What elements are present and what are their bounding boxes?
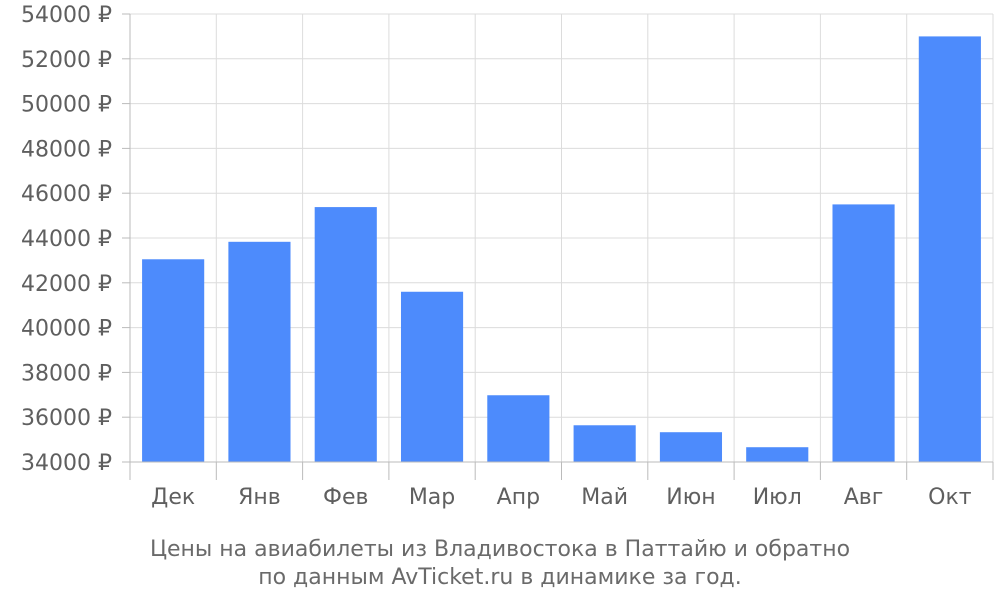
y-tick-labels: 34000 ₽ 36000 ₽ 38000 ₽ 40000 ₽ 42000 ₽ 44000…: [21, 3, 112, 476]
x-tick-label: Май: [581, 485, 628, 510]
y-tick-label: 36000 ₽: [21, 406, 112, 431]
bar: [142, 259, 205, 462]
bar: [228, 241, 291, 462]
bar: [832, 204, 895, 462]
y-tick-label: 40000 ₽: [21, 317, 112, 342]
y-tick-label: 50000 ₽: [21, 93, 112, 118]
x-tick-label: Июн: [666, 485, 715, 510]
bars: [142, 36, 981, 463]
y-tick-label: 42000 ₽: [21, 272, 112, 297]
bar: [573, 425, 636, 462]
x-tick-label: Фев: [323, 485, 368, 510]
x-tick-label: Июл: [753, 485, 802, 510]
bar: [314, 207, 377, 462]
x-tick-label: Янв: [238, 485, 281, 510]
bar: [659, 432, 723, 462]
y-tick-label: 34000 ₽: [21, 451, 112, 476]
x-tick-labels: Дек Янв Фев Мар Апр Май Июн Июл Авг Окт: [151, 485, 972, 510]
caption-line-1: Цены на авиабилеты из Владивостока в Пат…: [150, 537, 850, 562]
bar: [746, 447, 809, 462]
x-tick-label: Мар: [409, 485, 455, 510]
x-tick-label: Дек: [151, 485, 195, 510]
y-tick-label: 48000 ₽: [21, 137, 112, 162]
x-tick-label: Апр: [497, 485, 540, 510]
y-tick-label: 44000 ₽: [21, 227, 112, 252]
caption-line-2: по данным AvTicket.ru в динамике за год.: [258, 565, 742, 590]
bar: [400, 291, 464, 462]
y-tick-label: 54000 ₽: [21, 3, 112, 28]
y-tick-label: 52000 ₽: [21, 48, 112, 73]
bar: [487, 395, 550, 462]
y-tick-label: 46000 ₽: [21, 182, 112, 207]
x-tick-label: Окт: [928, 485, 972, 510]
x-tick-label: Авг: [844, 485, 884, 510]
axes: [122, 13, 994, 480]
y-tick-label: 38000 ₽: [21, 361, 112, 386]
bar: [918, 36, 981, 463]
